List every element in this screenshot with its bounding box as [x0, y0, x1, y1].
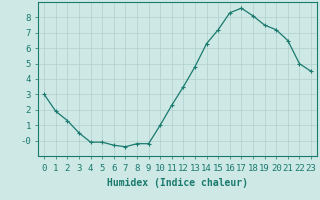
X-axis label: Humidex (Indice chaleur): Humidex (Indice chaleur) [107, 178, 248, 188]
